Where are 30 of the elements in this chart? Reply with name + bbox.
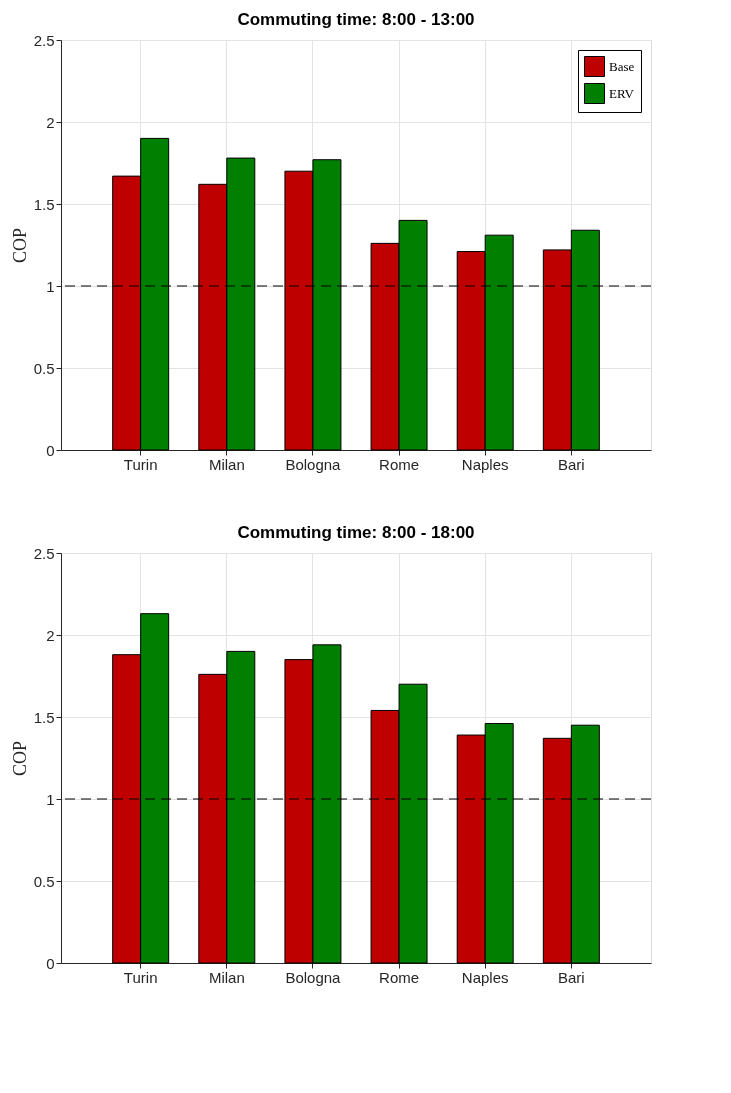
x-tick-label: Naples — [461, 968, 509, 986]
x-tick-label: Rome — [379, 968, 420, 986]
x-tick-label: Milan — [208, 455, 245, 473]
x-tick-label: Rome — [379, 455, 420, 473]
legend-label: ERV — [609, 85, 635, 101]
y-axis-title: COP — [9, 227, 30, 264]
x-tick-label: Turin — [123, 455, 158, 473]
x-tick-label: Bologna — [285, 968, 342, 986]
x-tick-label: Bologna — [285, 455, 342, 473]
x-tick-label: Turin — [123, 968, 158, 986]
y-tick-label: 0.5 — [33, 359, 55, 377]
y-tick-label: 1 — [46, 790, 55, 808]
x-tick-label: Naples — [461, 455, 509, 473]
x-tick-label: Milan — [208, 968, 245, 986]
legend-label: Base — [609, 58, 635, 74]
y-tick-label: 2 — [46, 626, 55, 644]
y-tick-label: 2 — [46, 113, 55, 131]
y-tick-label: 1.5 — [33, 708, 55, 726]
y-tick-label: 0 — [46, 954, 55, 972]
y-tick-label: 1 — [46, 277, 55, 295]
y-tick-label: 2.5 — [33, 31, 55, 49]
y-tick-label: 2.5 — [33, 544, 55, 562]
x-tick-label: Bari — [557, 455, 585, 473]
chart-title: Commuting time: 8:00 - 18:00 — [237, 523, 475, 542]
y-tick-label: 1.5 — [33, 195, 55, 213]
y-tick-label: 0 — [46, 441, 55, 459]
x-tick-label: Bari — [557, 968, 585, 986]
chart-title: Commuting time: 8:00 - 13:00 — [237, 10, 475, 29]
y-axis-title: COP — [9, 740, 30, 777]
y-tick-label: 0.5 — [33, 872, 55, 890]
